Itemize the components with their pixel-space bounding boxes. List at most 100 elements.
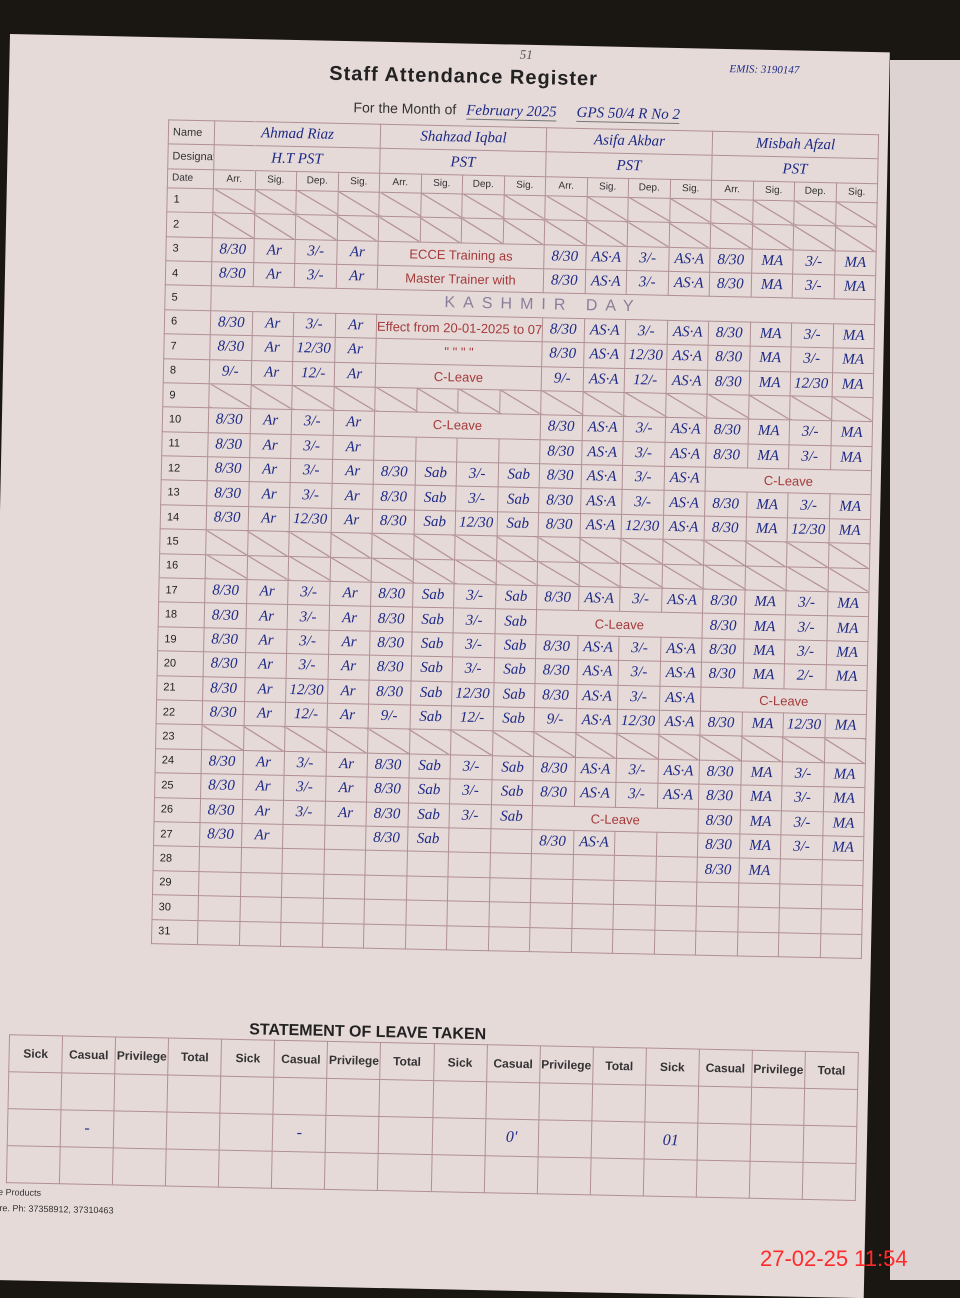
leave-empty (61, 1072, 115, 1111)
time: 3/- (787, 493, 830, 519)
empty-cell (613, 880, 656, 906)
empty-cell (405, 900, 448, 926)
time: 3/- (626, 270, 669, 296)
empty-cell (322, 898, 365, 924)
date: 18 (158, 602, 205, 628)
empty-cell (695, 906, 738, 932)
crossed-cell (450, 730, 493, 756)
leave-empty (7, 1108, 62, 1147)
crossed-cell (585, 220, 628, 247)
signature: Ar (242, 774, 285, 800)
signature: Sab (414, 485, 457, 511)
teacher-name: Ahmad Riaz (214, 120, 381, 149)
empty-cell (612, 928, 655, 955)
time: 8/30 (199, 822, 242, 848)
time: 8/30 (206, 505, 249, 531)
empty-cell (364, 874, 407, 901)
subhead: Sig. (669, 179, 712, 200)
leave-header: Total (592, 1046, 647, 1086)
crossed-cell (288, 556, 331, 582)
empty-cell (488, 901, 531, 928)
crossed-cell (834, 225, 877, 252)
remark: C-Leave (374, 411, 541, 440)
remark: " " " " (375, 338, 543, 367)
time: 3/- (455, 486, 498, 512)
date: 20 (157, 650, 204, 677)
signature: AS·A (659, 661, 702, 687)
crossed-cell (831, 396, 874, 422)
signature: Sab (411, 631, 454, 658)
month: February 2025 (466, 102, 557, 122)
time: 8/30 (539, 439, 582, 465)
leave-header: Casual (61, 1035, 116, 1074)
crossed-cell (247, 530, 290, 557)
time: 3/- (780, 834, 823, 861)
time: 8/30 (202, 700, 245, 726)
crossed-cell (250, 384, 293, 410)
time: 8/30 (538, 512, 581, 538)
time: 3/- (616, 758, 659, 784)
signature: AS·A (580, 489, 623, 515)
crossed-cell (533, 732, 576, 758)
crossed-cell (374, 387, 417, 413)
empty-cell (654, 880, 697, 907)
time: 8/30 (535, 634, 578, 660)
signature: MA (738, 858, 781, 884)
empty-cell (819, 933, 862, 959)
time: 8/30 (698, 808, 741, 834)
empty-cell (281, 873, 324, 899)
time: 3/- (785, 615, 828, 641)
signature: MA (834, 250, 877, 276)
time: 3/- (290, 434, 333, 460)
crossed-cell (661, 563, 704, 590)
time: 8/30 (372, 509, 415, 535)
date: 19 (157, 626, 205, 652)
empty-cell (363, 923, 406, 949)
signature: Ar (249, 408, 292, 435)
time: 8/30 (698, 784, 741, 810)
crossed-cell (744, 565, 787, 591)
empty-cell (447, 876, 490, 902)
crossed-cell (575, 732, 618, 759)
time: 3/- (453, 583, 496, 610)
time: 3/- (450, 754, 493, 780)
remark: Master Trainer with (377, 265, 544, 294)
time: 3/- (619, 587, 662, 613)
date: 8 (163, 358, 210, 384)
leave-empty (749, 1161, 803, 1200)
date: 17 (158, 577, 206, 604)
signature: AS·A (656, 783, 700, 809)
signature: MA (830, 421, 873, 447)
time: 8/30 (707, 345, 750, 371)
leave-header: Casual (274, 1040, 328, 1079)
time: 3/- (449, 803, 492, 829)
crossed-cell (333, 386, 376, 412)
date: 16 (159, 553, 206, 579)
signature: MA (829, 494, 872, 520)
time: 3/- (781, 785, 824, 812)
signature: AS·A (665, 368, 708, 395)
leave-empty (538, 1082, 593, 1121)
footer-address: Lahore. Ph: 37358912, 37310463 (0, 1202, 114, 1216)
time: 12/- (624, 367, 667, 394)
leave-empty (483, 1155, 538, 1194)
title: Staff Attendance Register (329, 62, 599, 91)
date: 6 (164, 309, 211, 335)
crossed-cell (658, 734, 701, 760)
empty-cell (280, 897, 323, 923)
empty-cell (736, 931, 779, 957)
crossed-cell (492, 731, 535, 757)
crossed-cell (413, 534, 456, 560)
time: 8/30 (709, 247, 752, 274)
leave-header: Casual (698, 1049, 753, 1088)
signature: MA (749, 321, 792, 348)
time: 8/30 (702, 613, 745, 639)
time: 3/- (626, 246, 669, 272)
empty-cell (572, 854, 615, 881)
crossed-cell (741, 736, 784, 762)
signature: AS·A (663, 466, 706, 492)
date: 1 (166, 187, 214, 213)
leave-empty (431, 1117, 486, 1156)
crossed-cell (752, 199, 795, 226)
leave-header: Casual (486, 1044, 541, 1083)
